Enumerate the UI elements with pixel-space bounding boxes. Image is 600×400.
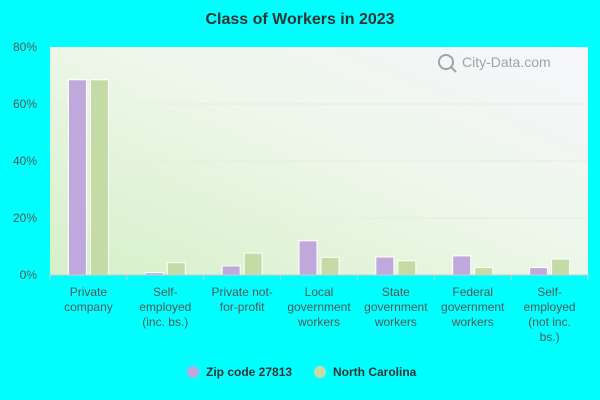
x-axis-labels: Private company Self-employed (inc. bs.) Pri…: [64, 285, 576, 344]
bar-north-carolina: [166, 262, 186, 276]
x-category-label: Private not-for-profit: [211, 285, 272, 314]
bar-zip-code-27813: [529, 267, 549, 276]
legend-label: North Carolina: [333, 365, 417, 379]
x-category-label: State government workers: [364, 285, 428, 329]
watermark-magnifier-icon: [438, 54, 454, 70]
legend-swatch: [187, 366, 199, 378]
bar-zip-code-27813: [452, 255, 472, 276]
bar-zip-code-27813: [221, 265, 241, 276]
y-tick-label: 40%: [13, 154, 37, 168]
legend-label: Zip code 27813: [206, 365, 292, 379]
y-tick-label: 20%: [13, 211, 37, 225]
gridlines: [50, 103, 588, 219]
bars: [49, 79, 589, 280]
x-category-label: Federal government workers: [441, 285, 505, 329]
y-tick-label: 0%: [20, 268, 38, 282]
y-tick-label: 80%: [13, 40, 37, 54]
x-category-label: Private company: [64, 285, 113, 314]
bar-north-carolina: [320, 256, 340, 276]
bar-north-carolina: [551, 258, 571, 276]
x-category-label: Local government workers: [287, 285, 351, 329]
bar-north-carolina: [89, 79, 109, 276]
watermark-text: City-Data.com: [462, 54, 551, 70]
legend: Zip code 27813 North Carolina: [187, 365, 417, 379]
chart-title: Class of Workers in 2023: [205, 11, 394, 28]
watermark-magnifier-handle: [450, 66, 457, 73]
watermark: City-Data.com: [438, 54, 551, 73]
bar-north-carolina: [474, 267, 494, 276]
legend-swatch: [314, 366, 326, 378]
y-tick-label: 60%: [13, 97, 37, 111]
bar-zip-code-27813: [298, 240, 318, 276]
y-axis-ticks: 0% 20% 40% 60% 80%: [13, 40, 37, 282]
bar-zip-code-27813: [375, 256, 395, 276]
bar-north-carolina: [243, 252, 263, 276]
bar-north-carolina: [397, 260, 417, 276]
x-category-label: Self-employed (inc. bs.): [139, 285, 191, 329]
x-category-label: Self-employed (not inc. bs.): [524, 285, 576, 344]
bar-zip-code-27813: [67, 79, 87, 276]
